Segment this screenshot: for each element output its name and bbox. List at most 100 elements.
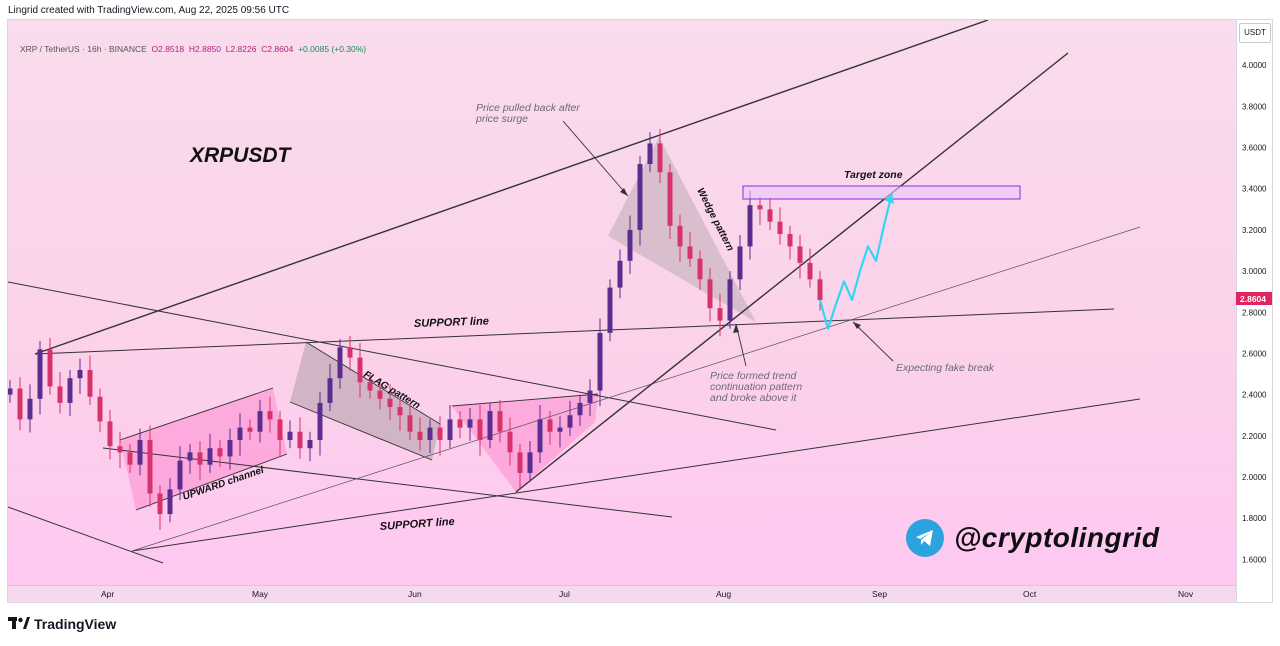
- candle-body: [557, 427, 563, 432]
- candle-body: [667, 172, 673, 226]
- candle-body: [407, 415, 413, 432]
- legend-close: C2.8604: [261, 44, 294, 54]
- candle-body: [17, 388, 23, 420]
- support-line-upper-label: SUPPORT line: [414, 315, 489, 330]
- candle-body: [687, 246, 693, 259]
- support-line-lower: [131, 398, 1141, 552]
- candle-body: [457, 419, 463, 428]
- candle-body: [437, 427, 443, 440]
- candle-body: [137, 439, 143, 465]
- candle-body: [417, 431, 423, 440]
- candle-body: [617, 260, 623, 288]
- candle-body: [47, 349, 53, 387]
- candle-body: [217, 448, 223, 457]
- x-tick-label: Jun: [408, 589, 422, 599]
- last-price-label: 2.8604: [1240, 294, 1266, 304]
- x-tick-label: Sep: [872, 589, 887, 599]
- triangle-top-line: [451, 393, 599, 407]
- trend-note-1: Price formed trend: [710, 370, 798, 382]
- candle-body: [487, 411, 493, 440]
- last-price-tag: [1236, 292, 1272, 305]
- candle-body: [297, 431, 303, 449]
- target-zone-box: [742, 185, 1021, 200]
- candle-body: [277, 419, 283, 440]
- candle-body: [637, 164, 643, 230]
- candle-body: [787, 234, 793, 247]
- tradingview-footer: TradingView: [8, 616, 116, 632]
- candle-body: [447, 419, 453, 440]
- chart-title: XRPUSDT: [189, 144, 293, 167]
- candle-body: [307, 439, 313, 449]
- candle-body: [157, 493, 163, 515]
- legend-open: O2.8518: [151, 44, 185, 54]
- candle-body: [357, 357, 363, 383]
- candle-body: [337, 347, 343, 379]
- y-tick-label: 1.6000: [1242, 555, 1267, 564]
- candle-body: [327, 378, 333, 403]
- flag-top-line: [305, 341, 441, 425]
- candle-body: [567, 415, 573, 428]
- y-tick-label: 3.8000: [1242, 102, 1267, 111]
- expected-path-arrowhead: [884, 195, 894, 204]
- y-tick-label: 4.0000: [1242, 61, 1267, 70]
- candle-body: [147, 439, 153, 494]
- descending-line: [8, 281, 777, 431]
- x-tick-label: Oct: [1023, 589, 1037, 599]
- candle-body: [227, 439, 233, 457]
- y-tick-label: 2.4000: [1242, 391, 1267, 400]
- fake-break-arrow: [852, 321, 894, 362]
- y-tick-label: 3.4000: [1242, 185, 1267, 194]
- candle-body: [197, 452, 203, 465]
- expected-path-line: [818, 192, 894, 330]
- candle-body: [577, 402, 583, 416]
- candle-body: [757, 205, 763, 210]
- candle-body: [697, 258, 703, 280]
- x-tick-label: Nov: [1178, 589, 1194, 599]
- candle-body: [237, 427, 243, 440]
- pullback-note-1: Price pulled back after: [476, 102, 580, 114]
- y-tick-label: 1.8000: [1242, 514, 1267, 523]
- price-chart[interactable]: XRPUSDT Price pulled back after price su…: [8, 20, 1273, 603]
- price-axis[interactable]: 4.0000 3.8000 3.6000 3.4000 3.2000 3.0000 2.80…: [1242, 61, 1267, 564]
- candle-body: [817, 279, 823, 300]
- price-axis-background: [1236, 20, 1272, 602]
- currency-unit-button[interactable]: USDT: [1239, 23, 1271, 43]
- y-tick-label: 2.6000: [1242, 349, 1267, 358]
- candle-body: [27, 398, 33, 420]
- candle-body: [87, 369, 93, 397]
- candle-body: [117, 446, 123, 453]
- fake-break-arrowhead: [853, 322, 861, 329]
- candle-body: [737, 246, 743, 280]
- candle-body: [777, 221, 783, 235]
- candle-body: [247, 427, 253, 432]
- candle-body: [67, 378, 73, 403]
- y-tick-label: 3.6000: [1242, 144, 1267, 153]
- candle-body: [187, 452, 193, 461]
- upper-resistance-line: [34, 20, 989, 355]
- candle-body: [517, 452, 523, 473]
- candle-body: [657, 143, 663, 173]
- candle-body: [287, 431, 293, 440]
- time-axis[interactable]: Apr May Jun Jul Aug Sep Oct Nov: [101, 589, 1194, 599]
- x-tick-label: Apr: [101, 589, 114, 599]
- candle-body: [597, 332, 603, 391]
- candle-body: [717, 308, 723, 321]
- trend-arrowhead: [733, 324, 739, 333]
- candle-body: [767, 209, 773, 222]
- chart-frame[interactable]: XRP / TetherUS · 16h · BINANCE O2.8518 H…: [7, 19, 1273, 603]
- lower-diagonal-line: [8, 506, 164, 564]
- candle-body: [807, 262, 813, 280]
- candle-body: [647, 143, 653, 165]
- tradingview-logo: [8, 617, 30, 631]
- fake-break-note: Expecting fake break: [896, 362, 995, 374]
- candle-body: [267, 411, 273, 420]
- candle-body: [707, 279, 713, 309]
- candle-body: [107, 421, 113, 447]
- steep-rising-line: [515, 52, 1069, 493]
- candles-group: [8, 129, 823, 530]
- telegram-icon: [906, 519, 944, 557]
- candle-body: [627, 229, 633, 261]
- thin-rising-line: [131, 226, 1141, 552]
- candle-body: [507, 431, 513, 453]
- candle-body: [127, 452, 133, 465]
